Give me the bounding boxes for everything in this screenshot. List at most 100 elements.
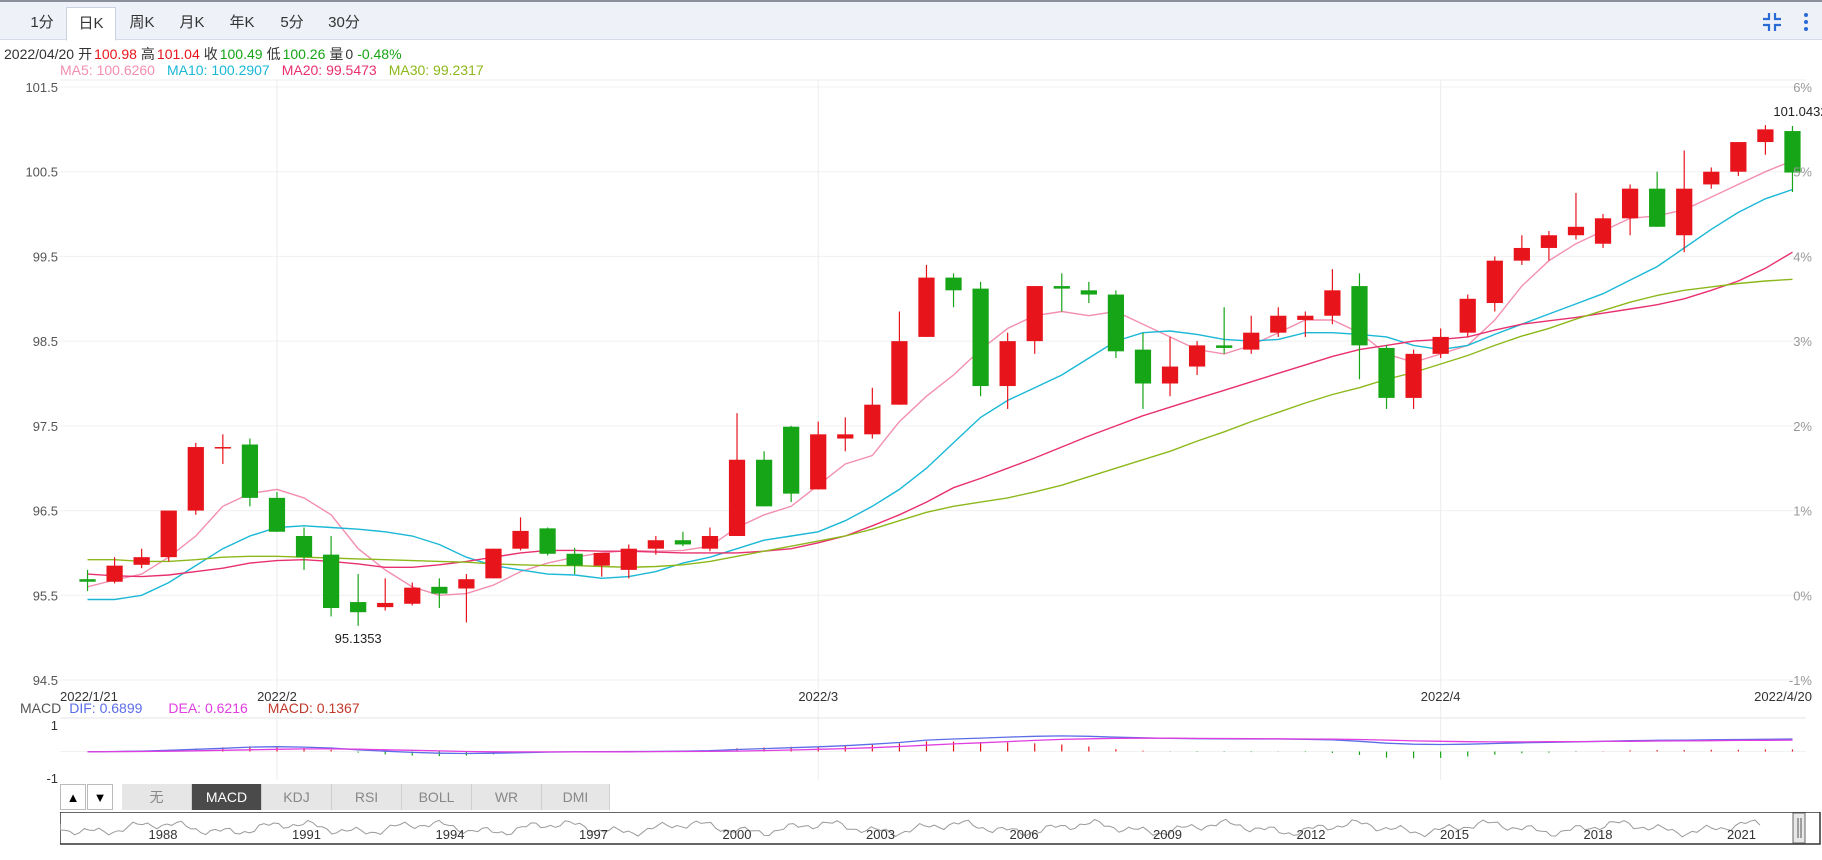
candle-body — [322, 554, 340, 608]
y-tick-label: 101.5 — [25, 80, 58, 95]
indicator-bar: 无 MACD KDJ RSI BOLL WR DMI — [122, 784, 610, 810]
candle-body — [295, 535, 313, 558]
candle-body — [1676, 188, 1693, 236]
candle-body — [999, 341, 1016, 387]
candle-body — [1270, 315, 1287, 333]
candle-body — [864, 404, 881, 435]
candle-body — [1053, 286, 1070, 289]
y2-tick-label: 6% — [1793, 80, 1812, 95]
y2-tick-label: 4% — [1793, 249, 1812, 264]
y-tick-label: 95.5 — [33, 588, 58, 603]
navigator-year-label: 2021 — [1727, 827, 1756, 842]
candle-body — [1513, 247, 1530, 261]
tab-30min[interactable]: 30分 — [328, 14, 360, 31]
navigator-year-label: 1991 — [292, 827, 321, 842]
y2-tick-label: 1% — [1793, 504, 1812, 519]
navigator-year-label: 1994 — [436, 827, 465, 842]
tab-daily-k[interactable]: 日K — [66, 7, 116, 41]
ma10-label: MA10: 100.2907 — [166, 62, 270, 78]
candle-body — [1432, 336, 1449, 354]
candle-body — [1703, 171, 1720, 185]
collapse-icon[interactable] — [1760, 10, 1784, 34]
x-tick-label: 2022/2 — [257, 689, 297, 704]
low-price-annotation: 95.1353 — [335, 631, 382, 646]
more-vertical-icon[interactable] — [1794, 10, 1818, 34]
indicator-macd-button[interactable]: MACD — [192, 784, 262, 810]
volume-label: 量 — [329, 46, 344, 62]
quote-info: 2022/04/20 开 100.98 高 101.04 收 100.49 低 100.26 量 0… — [4, 44, 406, 64]
volume-value: 0 — [345, 46, 354, 62]
high-value: 101.04 — [156, 46, 200, 62]
open-label: 开 — [78, 46, 93, 62]
low-label: 低 — [266, 46, 281, 62]
candle-body — [241, 444, 259, 498]
macd-title: MACD — [20, 700, 62, 716]
candle-body — [1107, 294, 1125, 352]
candle-body — [1216, 345, 1233, 348]
y-tick-label: 94.5 — [33, 673, 58, 688]
indicator-wr-button[interactable]: WR — [472, 784, 542, 810]
candle-body — [79, 579, 96, 582]
candle-body — [1243, 332, 1260, 350]
y2-tick-label: 2% — [1793, 419, 1812, 434]
indicator-none-button[interactable]: 无 — [122, 784, 192, 810]
candle-body — [1134, 349, 1152, 384]
scroll-up-button[interactable]: ▲ — [60, 784, 86, 810]
close-label: 收 — [203, 46, 218, 62]
y-tick-label: 96.5 — [33, 504, 58, 519]
candle-body — [106, 565, 123, 582]
ma-legend: MA5: 100.6260 MA10: 100.2907 MA20: 99.5473… — [60, 62, 488, 78]
tab-yearly-k[interactable]: 年K — [229, 14, 255, 31]
indicator-boll-button[interactable]: BOLL — [402, 784, 472, 810]
candle-body — [1297, 315, 1314, 320]
dea-line — [87, 737, 1793, 753]
candle-body — [268, 497, 286, 532]
candle-body — [1080, 290, 1097, 295]
candle-body — [1405, 353, 1422, 398]
navigator-year-label: 2012 — [1297, 827, 1326, 842]
period-tab-bar: 1分 日K 周K 月K 年K 5分 30分 — [0, 0, 1822, 41]
x-tick-label: 2022/3 — [798, 689, 838, 704]
y2-tick-label: 0% — [1793, 588, 1812, 603]
ma10-line — [87, 188, 1793, 601]
candle-body — [1378, 347, 1395, 398]
high-label: 高 — [140, 46, 155, 62]
candle-body — [810, 434, 827, 490]
candle-body — [404, 587, 421, 604]
x-tick-label: 2022/4/20 — [1754, 689, 1812, 704]
candle-body — [458, 579, 475, 589]
navigator-year-label: 2003 — [866, 827, 895, 842]
tab-1min[interactable]: 1分 — [30, 14, 54, 31]
tab-monthly-k[interactable]: 月K — [179, 14, 205, 31]
candle-body — [1730, 142, 1747, 172]
candle-body — [133, 557, 150, 565]
navigator-year-label: 1997 — [579, 827, 608, 842]
indicator-kdj-button[interactable]: KDJ — [262, 784, 332, 810]
y-tick-label: 100.5 — [25, 165, 58, 180]
tab-5min[interactable]: 5分 — [280, 14, 304, 31]
scroll-down-button[interactable]: ▼ — [87, 784, 113, 810]
close-value: 100.49 — [219, 46, 263, 62]
candle-body — [945, 277, 962, 291]
candle-body — [1026, 286, 1043, 342]
navigator-handle — [1792, 812, 1806, 844]
candle-body — [566, 553, 583, 566]
candle-body — [1351, 286, 1368, 346]
navigator-year-label: 2018 — [1584, 827, 1613, 842]
candle-body — [1649, 188, 1666, 227]
dif-label: DIF: 0.6899 — [69, 700, 143, 716]
high-price-annotation: 101.0432 — [1773, 104, 1822, 119]
dea-label: DEA: 0.6216 — [168, 700, 248, 716]
candle-body — [214, 447, 231, 449]
range-navigator[interactable]: 1988 1991 1994 1997 2000 2003 2006 2009 2012 2015… — [60, 812, 1822, 848]
candle-body — [377, 602, 394, 608]
ma20-line — [87, 251, 1793, 578]
candle-body — [160, 510, 177, 558]
tab-weekly-k[interactable]: 周K — [129, 14, 155, 31]
macd-y-tick-label: -1 — [46, 771, 58, 786]
change-value: -0.48% — [357, 46, 402, 62]
indicator-rsi-button[interactable]: RSI — [332, 784, 402, 810]
candle-body — [1594, 218, 1612, 244]
indicator-dmi-button[interactable]: DMI — [542, 784, 610, 810]
